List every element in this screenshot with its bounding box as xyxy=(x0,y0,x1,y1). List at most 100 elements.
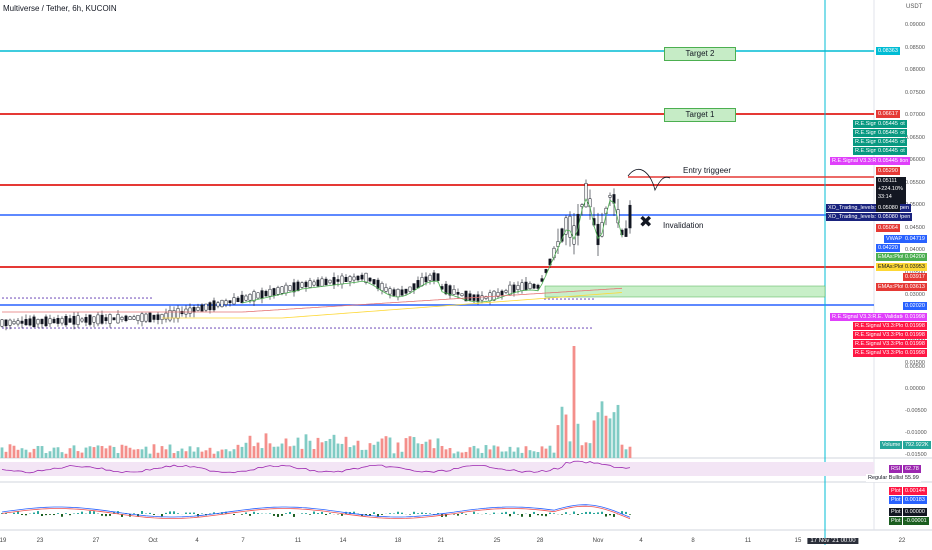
candle-body xyxy=(64,315,68,326)
volume-bar xyxy=(220,449,224,458)
volume-bar xyxy=(192,451,196,458)
volume-bar xyxy=(520,452,524,458)
macd-histogram-bar xyxy=(389,513,391,514)
dot-row-lower xyxy=(570,327,572,329)
macd-histogram-bar xyxy=(173,511,175,514)
macd-histogram-bar xyxy=(553,513,555,514)
candle-body xyxy=(212,300,216,311)
dot-row-lower xyxy=(466,327,468,329)
macd-histogram-bar xyxy=(201,513,203,514)
candle-body xyxy=(44,316,48,327)
macd-histogram-bar xyxy=(609,514,611,516)
ema-plot-2-value: 0.03953 xyxy=(903,263,927,271)
dot-row-upper xyxy=(14,297,16,299)
candle-body xyxy=(384,287,388,292)
volume-bar xyxy=(480,452,484,458)
vwap-value: 0.04719 xyxy=(903,235,927,243)
macd-histogram-bar xyxy=(313,511,315,514)
candle-body xyxy=(456,292,460,295)
candle-body xyxy=(332,277,336,285)
volume-bar xyxy=(472,445,476,458)
macd-histogram-bar xyxy=(329,513,331,514)
dot-row-lower xyxy=(206,327,208,329)
volume-bar xyxy=(316,437,320,458)
osc-tick: -0.01000 xyxy=(905,430,927,436)
candle-body xyxy=(520,282,524,291)
dot-row-lower xyxy=(282,327,284,329)
macd-histogram-bar xyxy=(377,514,379,517)
candle-body xyxy=(36,319,40,325)
volume-bar xyxy=(416,443,420,458)
candle-body xyxy=(296,281,300,292)
dot-row-lower xyxy=(402,327,404,329)
volume-bar xyxy=(344,436,348,458)
macd-histogram-bar xyxy=(413,511,415,514)
bar-countdown: 33:14 xyxy=(878,194,892,200)
dot-row-lower xyxy=(22,327,24,329)
macd-histogram-bar xyxy=(425,513,427,514)
macd-histogram-bar xyxy=(577,514,579,515)
candle-body xyxy=(188,307,192,314)
dot-row-lower xyxy=(134,327,136,329)
candle-body xyxy=(396,288,400,298)
macd-histogram-bar xyxy=(161,514,163,517)
macd-histogram-bar xyxy=(33,512,35,514)
volume-bar xyxy=(556,425,560,458)
dot-row-lower xyxy=(230,327,232,329)
volume-bar xyxy=(292,445,296,458)
volume-bar xyxy=(264,433,268,458)
dot-row-upper xyxy=(146,297,148,299)
dot-row-zone xyxy=(588,298,590,300)
dot-row-lower xyxy=(174,327,176,329)
macd-histogram-bar xyxy=(561,514,563,515)
price-tick: 0.06500 xyxy=(905,134,925,141)
volume-bar xyxy=(116,453,120,458)
volume-bar xyxy=(468,447,472,458)
volume-bar xyxy=(424,441,428,458)
macd-histogram-bar xyxy=(1,513,3,514)
volume-bar xyxy=(132,449,136,458)
dot-row-lower xyxy=(346,327,348,329)
volume-bar xyxy=(104,448,108,458)
volume-bar xyxy=(100,446,104,458)
signal-plot-7: R.E.Signal V3.3:Plot xyxy=(853,340,907,348)
last-price-badge: 0.05111 +224.10% 33:14 xyxy=(876,177,906,204)
volume-bar xyxy=(212,453,216,458)
candle-body xyxy=(624,228,628,237)
macd-histogram-bar xyxy=(245,512,247,514)
time-tick: 11 xyxy=(744,538,752,544)
dot-row-upper xyxy=(126,297,128,299)
signal-plot-3-value: 0.05445 xyxy=(876,138,900,146)
dot-row-lower xyxy=(382,327,384,329)
candle-body xyxy=(300,282,304,288)
volume-bar xyxy=(12,445,16,458)
dot-row-lower xyxy=(170,327,172,329)
candle-body xyxy=(96,314,100,325)
volume-bar xyxy=(180,448,184,458)
volume-bar xyxy=(36,445,40,458)
ema-plot-3-value: 0.03613 xyxy=(903,283,927,291)
dot-row-lower xyxy=(102,327,104,329)
volume-bar xyxy=(300,448,304,458)
volume-bar xyxy=(524,446,528,458)
level-0423: 0.04220 xyxy=(876,244,900,252)
volume-bar xyxy=(460,452,464,458)
dot-row-zone xyxy=(572,298,574,300)
dot-row-lower xyxy=(518,327,520,329)
volume-bar xyxy=(208,447,212,458)
candle-body xyxy=(180,310,184,315)
level-0661: 0.06617 xyxy=(876,110,900,118)
dot-row-lower xyxy=(510,327,512,329)
candle-body xyxy=(336,279,340,282)
macd-histogram-bar xyxy=(421,512,423,514)
dot-row-lower xyxy=(106,327,108,329)
macd-line xyxy=(1,504,631,518)
macd-histogram-bar xyxy=(465,514,467,515)
dot-row-lower xyxy=(294,327,296,329)
macd-histogram-bar xyxy=(65,513,67,514)
dot-row-lower xyxy=(582,327,584,329)
volume-bar xyxy=(84,447,88,458)
candle-body xyxy=(420,277,424,287)
dot-row-upper xyxy=(98,297,100,299)
